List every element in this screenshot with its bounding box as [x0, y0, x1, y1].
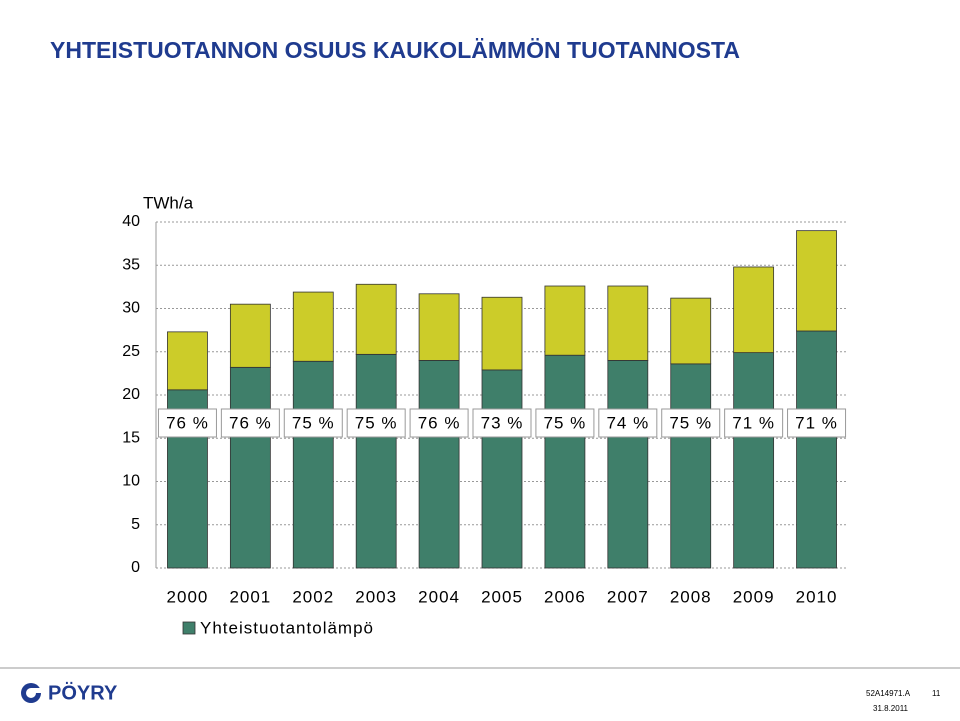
- bar-segment: [229, 303, 271, 368]
- x-tick-label: 2001: [229, 587, 271, 606]
- bar-segment: [670, 297, 712, 365]
- bar-segment: [607, 359, 649, 569]
- share-label-box: [346, 408, 406, 438]
- x-tick-label: 2010: [796, 587, 838, 606]
- bar-segment: [292, 360, 334, 569]
- bar-segment: [544, 285, 586, 356]
- y-axis-label: TWh/a: [143, 193, 194, 212]
- chart-title: YHTEISTUOTANNON OSUUS KAUKOLÄMMÖN TUOTAN…: [50, 37, 740, 63]
- bar-segment: [481, 296, 523, 371]
- share-label: 74 %: [606, 413, 649, 432]
- share-label: 76 %: [166, 413, 209, 432]
- bar-segment: [167, 331, 208, 391]
- bar-segment: [607, 285, 649, 361]
- share-label: 75 %: [355, 413, 398, 432]
- share-label-box: [598, 408, 658, 438]
- y-tick-label: 15: [122, 429, 140, 446]
- y-tick-label: 25: [122, 343, 140, 360]
- bar-segment: [418, 293, 460, 361]
- share-label-box: [220, 408, 280, 438]
- bar-segment: [544, 354, 586, 569]
- x-tick-label: 2008: [670, 587, 712, 606]
- x-tick-label: 2000: [167, 587, 209, 606]
- share-label: 71 %: [732, 413, 775, 432]
- share-label-box: [409, 408, 469, 438]
- share-label-box: [787, 408, 847, 438]
- legend-label: Yhteistuotantolämpö: [200, 618, 374, 637]
- logo-text: PÖYRY: [48, 681, 118, 704]
- share-label-box: [472, 408, 532, 438]
- y-tick-label: 0: [131, 559, 140, 576]
- bar-segment: [733, 266, 775, 354]
- bar-segment: [670, 363, 712, 569]
- share-label: 75 %: [292, 413, 335, 432]
- x-tick-label: 2003: [355, 587, 397, 606]
- x-tick-label: 2007: [607, 587, 649, 606]
- share-label-box: [535, 408, 595, 438]
- bar-segment: [418, 359, 460, 569]
- bar-segment: [229, 366, 271, 569]
- share-label-box: [661, 408, 721, 438]
- y-tick-label: 30: [122, 300, 140, 317]
- bar-segment: [292, 291, 334, 362]
- bar-segment: [481, 369, 523, 569]
- share-label: 76 %: [418, 413, 461, 432]
- y-tick-label: 5: [131, 516, 140, 533]
- legend-swatch: [182, 621, 196, 635]
- share-label: 75 %: [669, 413, 712, 432]
- share-label-box: [157, 408, 217, 438]
- doc-code: 52A14971.A: [866, 689, 911, 698]
- share-label: 76 %: [229, 413, 272, 432]
- share-label: 75 %: [544, 413, 587, 432]
- x-tick-label: 2009: [733, 587, 775, 606]
- share-label-box: [724, 408, 784, 438]
- y-tick-label: 20: [122, 386, 140, 403]
- y-tick-label: 40: [122, 213, 140, 230]
- logo-icon: [21, 683, 43, 703]
- share-label: 71 %: [795, 413, 838, 432]
- page-number: 11: [932, 689, 941, 698]
- bar-segment: [355, 283, 397, 355]
- bar-segment: [355, 353, 397, 569]
- bar-segment: [796, 330, 837, 569]
- share-label-box: [283, 408, 343, 438]
- bar-segment: [796, 230, 837, 332]
- x-tick-label: 2006: [544, 587, 586, 606]
- share-label: 73 %: [481, 413, 524, 432]
- x-tick-label: 2005: [481, 587, 523, 606]
- x-tick-label: 2002: [292, 587, 334, 606]
- y-tick-label: 10: [122, 473, 140, 490]
- bar-segment: [733, 352, 775, 569]
- date: 31.8.2011: [873, 704, 909, 713]
- y-tick-label: 35: [122, 256, 140, 273]
- x-tick-label: 2004: [418, 587, 460, 606]
